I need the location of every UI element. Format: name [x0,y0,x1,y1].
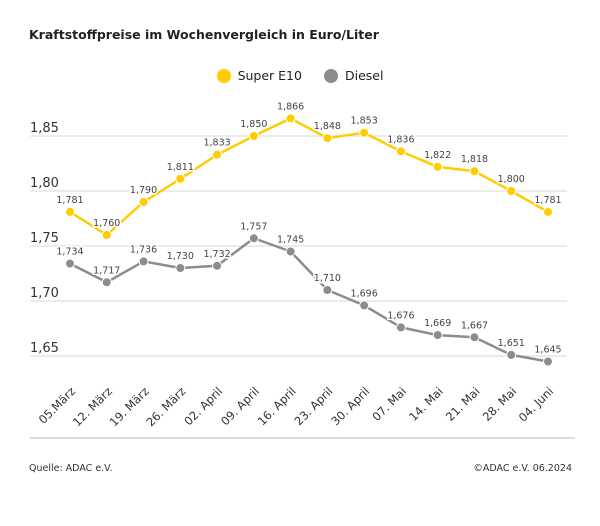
data-point [543,356,553,367]
data-label: 1,836 [387,134,414,145]
data-point [359,127,370,138]
x-tick-label: 21. Mai [443,384,483,424]
x-tick-label: 09. April [218,384,262,428]
data-point [175,173,186,184]
data-label: 1,790 [130,185,157,196]
data-point [395,322,406,333]
data-label: 1,734 [56,247,83,258]
data-point [212,260,223,271]
x-tick-label: 12. März [70,384,115,429]
data-label: 1,781 [534,195,561,206]
data-point [432,330,443,341]
data-point [101,277,112,288]
source-note: Quelle: ADAC e.V. [29,463,113,474]
data-point [175,263,186,273]
data-label: 1,760 [93,218,120,229]
data-label: 1,717 [93,265,120,276]
y-tick-label: 1,75 [30,231,59,246]
data-point [543,206,553,217]
x-tick-label: 14. Mai [406,384,446,424]
x-tick-label: 07. Mai [369,384,409,424]
legend-item-diesel: Diesel [323,68,384,83]
data-point [469,332,480,343]
data-label: 1,710 [314,273,341,284]
copyright-note: ©ADAC e.V. 06.2024 [473,463,572,474]
series-line-super-e10 [69,117,549,237]
data-point [101,230,112,240]
data-label: 1,781 [56,195,83,206]
data-point [506,349,517,360]
data-point [248,233,259,244]
data-label: 1,818 [461,154,488,165]
data-point [322,133,333,144]
series-line-diesel [69,237,549,363]
data-label: 1,736 [130,244,157,255]
legend-marker-diesel [323,68,338,83]
legend-item-super-e10: Super E10 [216,68,302,83]
data-point [248,131,259,141]
data-point [65,206,75,217]
legend-label-super-e10: Super E10 [237,68,302,83]
data-label: 1,667 [461,320,488,331]
legend-label-diesel: Diesel [344,68,384,83]
data-label: 1,669 [424,318,451,329]
data-point [395,146,406,157]
data-label: 1,811 [167,162,194,173]
x-tick-label: 04. Juni [516,384,556,424]
data-point [138,197,149,207]
data-label: 1,696 [351,288,378,299]
data-point [65,258,75,269]
data-label: 1,730 [167,251,194,262]
data-label: 1,850 [240,119,267,130]
data-label: 1,800 [498,174,525,185]
legend-marker-super-e10 [216,68,231,83]
data-label: 1,853 [351,116,378,127]
data-label: 1,757 [240,221,267,232]
data-label: 1,651 [498,338,525,349]
data-point [138,256,149,267]
data-point [359,300,370,311]
x-tick-label: 19. März [107,384,152,429]
data-label: 1,676 [387,310,414,321]
legend: Super E10 Diesel [0,68,600,83]
data-point [469,166,480,177]
data-label: 1,866 [277,101,304,112]
data-label: 1,732 [203,249,230,260]
data-label: 1,848 [314,121,341,132]
y-tick-label: 1,80 [30,176,59,191]
data-point [285,113,296,124]
x-tick-label: 28. Mai [480,384,520,424]
x-tick-label: 30. April [328,384,372,428]
data-point [506,186,517,196]
data-point [432,161,443,172]
data-point [212,149,223,160]
y-tick-label: 1,85 [30,121,59,136]
y-tick-label: 1,65 [30,341,59,356]
data-label: 1,822 [424,150,451,161]
data-label: 1,833 [203,138,230,149]
data-point [322,285,333,295]
y-tick-label: 1,70 [30,286,59,301]
data-point [285,246,296,257]
data-label: 1,645 [534,345,561,356]
x-tick-label: 02. April [181,384,225,428]
chart-title: Kraftstoffpreise im Wochenvergleich in E… [29,27,379,42]
x-tick-label: 16. April [255,384,299,428]
x-tick-label: 23. April [291,384,335,428]
data-label: 1,745 [277,235,304,246]
x-tick-label: 26. März [143,384,188,429]
